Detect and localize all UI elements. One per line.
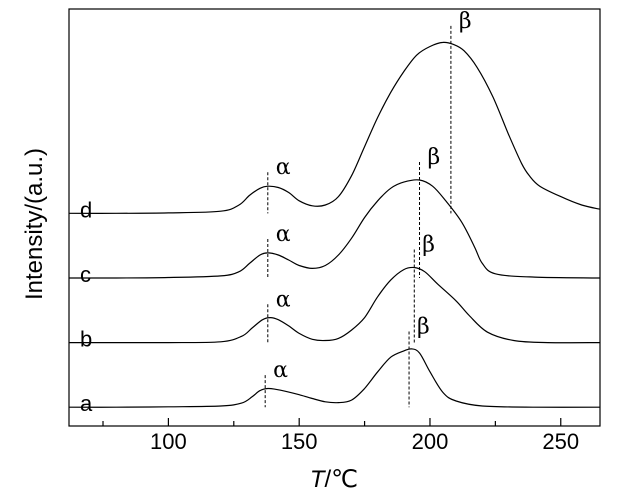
curve-b [68,266,601,344]
curve-a [68,348,601,408]
x-tick-label: 100 [150,429,187,454]
curve-label-a: a [80,391,93,416]
peak-label-beta: β [417,315,430,340]
x-axis-title: T/℃ [310,466,358,493]
plot-frame [68,8,601,427]
peak-label-beta: β [422,233,435,258]
x-axis-tick-labels: 100 150 200 250 [150,429,579,454]
curve-label-b: b [80,327,92,352]
peak-label-beta: β [428,145,441,170]
curve-c [69,179,601,279]
curve-label-c: c [80,262,91,287]
peak-label-alpha: α [276,222,291,247]
peak-markers: a α β b α β c α β d α β [80,9,472,416]
x-tick-label: 150 [281,429,318,454]
x-axis-title-symbol: T [310,466,327,493]
peak-label-beta: β [459,9,472,34]
curve-label-d: d [80,197,92,222]
curves [68,41,601,408]
x-axis-title-unit: /℃ [325,466,359,493]
x-tick-label: 200 [412,429,449,454]
peak-label-alpha: α [276,287,291,312]
y-axis-title: Intensity/(a.u.) [21,148,48,300]
curve-d [68,41,601,214]
peak-label-alpha: α [273,358,288,383]
x-tick-label: 250 [542,429,579,454]
peak-label-alpha: α [276,155,291,180]
x-axis-ticks [102,418,562,426]
